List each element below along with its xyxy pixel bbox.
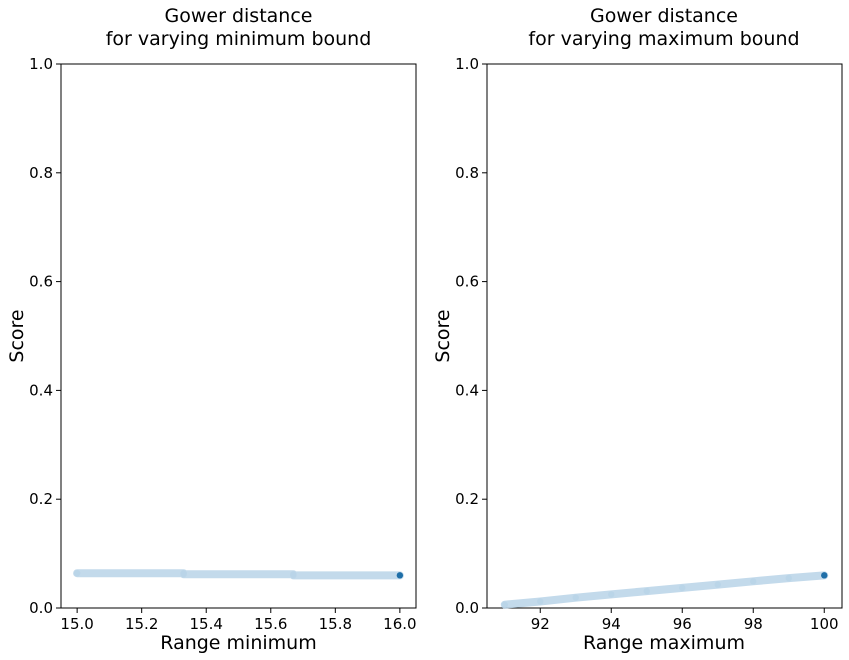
y-tick-label: 0.6 xyxy=(455,273,479,291)
y-axis-ticks: 0.0 0.2 0.4 0.6 0.8 1.0 xyxy=(455,55,487,617)
plot-area xyxy=(500,571,829,609)
x-tick-label: 15.0 xyxy=(60,615,93,633)
y-tick-label: 0.4 xyxy=(29,381,53,399)
data-point xyxy=(180,571,187,578)
data-point xyxy=(572,594,579,601)
data-point xyxy=(679,584,686,592)
y-tick-label: 0.8 xyxy=(455,164,479,182)
x-tick-label: 15.2 xyxy=(125,615,158,633)
data-point xyxy=(537,598,544,605)
chart-title-line-2: for varying minimum bound xyxy=(106,28,372,50)
x-axis-ticks: 15.0 15.2 15.4 15.6 15.8 16.0 xyxy=(60,608,417,633)
chart-title-line-1: Gower distance xyxy=(590,5,738,27)
y-tick-label: 0.8 xyxy=(29,164,53,182)
series-line xyxy=(500,571,829,609)
x-axis-ticks: 92 94 96 98 100 xyxy=(531,608,839,633)
x-tick-label: 15.8 xyxy=(319,615,352,633)
x-tick-label: 94 xyxy=(602,615,621,633)
chart-title-line-2: for varying maximum bound xyxy=(528,28,799,50)
chart-title-line-1: Gower distance xyxy=(165,5,313,27)
x-tick-label: 100 xyxy=(810,615,839,633)
x-tick-label: 15.6 xyxy=(254,615,287,633)
y-tick-label: 1.0 xyxy=(29,55,53,73)
data-point xyxy=(750,578,757,585)
y-tick-label: 0.0 xyxy=(455,599,479,617)
y-tick-label: 0.2 xyxy=(455,490,479,508)
x-tick-label: 15.4 xyxy=(190,615,223,633)
highlight-point xyxy=(821,572,828,579)
y-axis-label: Score xyxy=(6,309,28,362)
x-tick-label: 96 xyxy=(673,615,692,633)
data-point xyxy=(290,572,297,579)
plot-frame xyxy=(486,63,843,609)
series-line xyxy=(73,569,404,580)
chart-max-bound: Gower distance for varying maximum bound… xyxy=(432,5,843,654)
y-tick-label: 1.0 xyxy=(455,55,479,73)
y-tick-label: 0.0 xyxy=(29,599,53,617)
plot-area xyxy=(73,569,404,580)
y-tick-label: 0.6 xyxy=(29,273,53,291)
x-tick-label: 92 xyxy=(531,615,550,633)
data-point xyxy=(501,601,508,608)
y-axis-ticks: 0.0 0.2 0.4 0.6 0.8 1.0 xyxy=(29,55,61,617)
data-point xyxy=(785,574,792,582)
x-axis-label: Range minimum xyxy=(160,632,316,654)
y-axis-label: Score xyxy=(432,309,454,362)
y-tick-label: 0.2 xyxy=(29,490,53,508)
data-point xyxy=(714,581,721,588)
y-tick-label: 0.4 xyxy=(455,381,479,399)
x-axis-label: Range maximum xyxy=(583,632,745,654)
data-point xyxy=(643,587,650,595)
data-point xyxy=(73,569,81,577)
data-point xyxy=(608,591,615,598)
x-tick-label: 98 xyxy=(744,615,763,633)
highlight-point xyxy=(396,572,404,579)
x-tick-label: 16.0 xyxy=(383,615,416,633)
plot-frame xyxy=(60,63,417,609)
chart-min-bound: Gower distance for varying minimum bound… xyxy=(6,5,417,654)
